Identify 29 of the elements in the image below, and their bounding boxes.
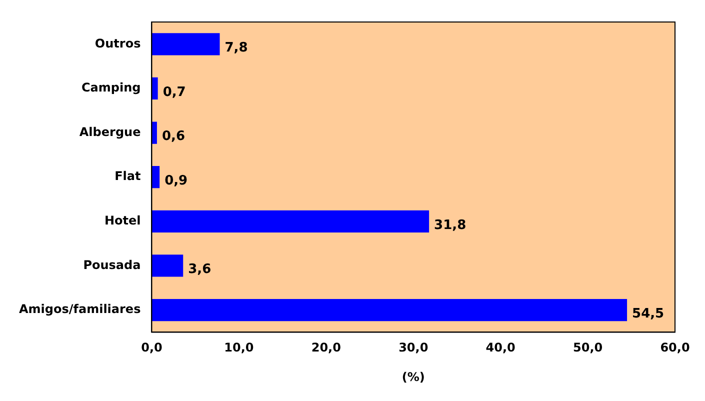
y-tick-label: Pousada (83, 258, 141, 272)
data-label: 0,7 (162, 84, 186, 100)
bar (152, 77, 158, 100)
bar (152, 33, 220, 56)
x-axis-title: (%) (402, 370, 425, 384)
data-label: 0,6 (162, 129, 185, 144)
bar (152, 210, 430, 232)
data-label: 3,6 (188, 262, 212, 278)
x-tick-label: 20,0 (311, 340, 341, 355)
y-tick-label: Hotel (104, 214, 141, 228)
x-tick-label: 30,0 (398, 340, 428, 355)
bar (152, 254, 184, 277)
y-tick-label: Albergue (79, 124, 141, 139)
data-label: 7,8 (224, 40, 248, 56)
y-tick-label: Amigos/familiares (18, 302, 141, 316)
x-tick-label: 0,0 (141, 340, 162, 355)
data-label: 0,9 (164, 173, 188, 188)
y-tick-label: Outros (94, 36, 141, 50)
y-tick-label: Flat (114, 169, 141, 184)
bar (152, 166, 160, 188)
data-label: 54,5 (632, 306, 664, 322)
bar (152, 122, 157, 144)
bar (152, 298, 628, 322)
x-tick-label: 50,0 (572, 340, 603, 355)
x-tick-label: 10,0 (224, 340, 254, 355)
data-label: 31,8 (434, 218, 466, 233)
x-tick-label: 60,0 (660, 340, 690, 355)
x-tick-label: 40,0 (486, 340, 516, 355)
y-tick-label: Camping (81, 80, 141, 95)
